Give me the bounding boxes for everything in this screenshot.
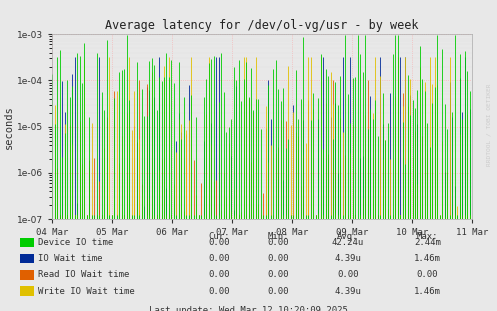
Text: 0.00: 0.00 bbox=[267, 254, 289, 263]
Title: Average latency for /dev/ol-vg/usr - by week: Average latency for /dev/ol-vg/usr - by … bbox=[105, 19, 419, 32]
Text: Min:: Min: bbox=[267, 232, 289, 241]
Text: 0.00: 0.00 bbox=[208, 254, 230, 263]
Text: 0.00: 0.00 bbox=[267, 271, 289, 279]
Y-axis label: seconds: seconds bbox=[4, 105, 14, 149]
Text: 42.24u: 42.24u bbox=[332, 238, 364, 247]
Text: 4.39u: 4.39u bbox=[334, 254, 361, 263]
Text: 2.44m: 2.44m bbox=[414, 238, 441, 247]
Text: 0.00: 0.00 bbox=[416, 271, 438, 279]
Text: Avg:: Avg: bbox=[337, 232, 359, 241]
Text: 0.00: 0.00 bbox=[208, 238, 230, 247]
Text: Max:: Max: bbox=[416, 232, 438, 241]
Text: 0.00: 0.00 bbox=[267, 287, 289, 295]
Text: 0.00: 0.00 bbox=[337, 271, 359, 279]
Text: Device IO time: Device IO time bbox=[38, 238, 113, 247]
Text: Write IO Wait time: Write IO Wait time bbox=[38, 287, 135, 295]
Text: IO Wait time: IO Wait time bbox=[38, 254, 102, 263]
Text: 1.46m: 1.46m bbox=[414, 287, 441, 295]
Text: 0.00: 0.00 bbox=[208, 287, 230, 295]
Text: Cur:: Cur: bbox=[208, 232, 230, 241]
Text: Last update: Wed Mar 12 10:20:09 2025: Last update: Wed Mar 12 10:20:09 2025 bbox=[149, 306, 348, 311]
Text: 0.00: 0.00 bbox=[267, 238, 289, 247]
Text: 0.00: 0.00 bbox=[208, 271, 230, 279]
Text: 4.39u: 4.39u bbox=[334, 287, 361, 295]
Text: RRDTOOL / TOBI OETIKER: RRDTOOL / TOBI OETIKER bbox=[486, 83, 491, 166]
Text: Read IO Wait time: Read IO Wait time bbox=[38, 271, 129, 279]
Text: 1.46m: 1.46m bbox=[414, 254, 441, 263]
